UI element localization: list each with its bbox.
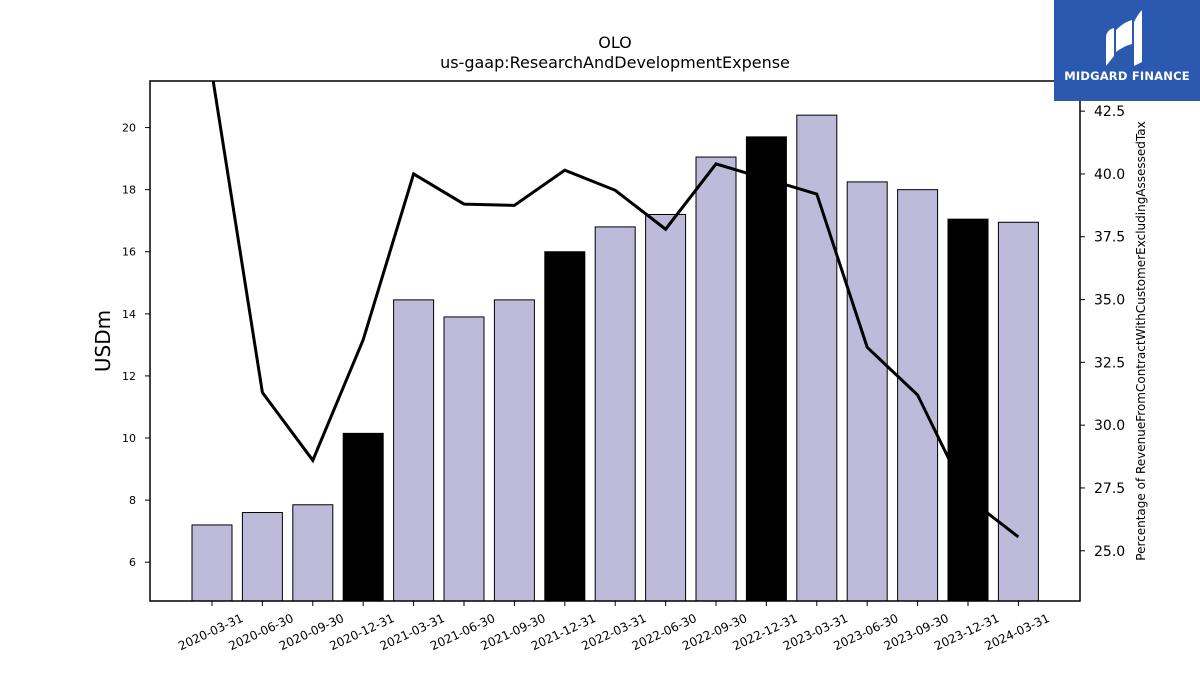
chart-title: OLO: [598, 33, 632, 52]
brand-name: MIDGARD FINANCE: [1064, 69, 1190, 83]
y2-tick-label: 25.0: [1094, 544, 1125, 560]
bar-2024-03-31: [997, 221, 1039, 602]
bar-2020-09-30: [292, 504, 334, 602]
bar-series: [191, 114, 1039, 602]
y2-tick-label: 30.0: [1094, 418, 1125, 434]
line-series: [211, 81, 1020, 539]
y-tick-label: 12: [122, 370, 136, 383]
bar-2023-06-30: [846, 181, 888, 602]
bar-2022-03-31: [594, 226, 636, 602]
y-axis-label: USDm: [91, 310, 115, 372]
bar-2021-03-31: [393, 299, 435, 602]
bar-2020-03-31: [191, 524, 233, 602]
brand-logo: MIDGARD FINANCE: [1054, 0, 1200, 101]
line-percentage-of-revenue: [211, 81, 1020, 539]
bar-2022-06-30: [645, 213, 687, 602]
y-tick-label: 6: [129, 556, 136, 569]
y2-tick-label: 35.0: [1094, 293, 1125, 309]
y-axis-left: 6 8 10 12 14 16 18 20: [122, 122, 150, 569]
y-tick-label: 14: [122, 308, 136, 321]
y2-tick-label: 37.5: [1094, 230, 1125, 246]
bar-2020-06-30: [241, 512, 283, 602]
y2-tick-label: 40.0: [1094, 167, 1125, 183]
y2-tick-label: 42.5: [1094, 104, 1125, 120]
bar-2023-12-31: [947, 218, 989, 602]
midgard-logo-icon: [1106, 10, 1142, 66]
bar-2020-12-31: [342, 432, 384, 602]
x-axis: 2020-03-312020-06-302020-09-302020-12-31…: [176, 601, 1052, 653]
bar-2021-12-31: [544, 251, 586, 602]
chart-subtitle: us-gaap:ResearchAndDevelopmentExpense: [440, 53, 790, 72]
y-tick-label: 20: [122, 122, 136, 135]
y-tick-label: 10: [122, 432, 136, 445]
bar-2022-12-31: [745, 136, 787, 602]
bar-2022-09-30: [695, 156, 737, 602]
bar-2021-09-30: [493, 299, 535, 602]
y2-axis-label: Percentage of RevenueFromContractWithCus…: [1134, 121, 1148, 560]
y-tick-label: 16: [122, 246, 136, 259]
y2-tick-label: 32.5: [1094, 355, 1125, 371]
bar-2023-03-31: [796, 114, 838, 602]
y2-tick-label: 27.5: [1094, 481, 1125, 497]
y-axis-right: 25.0 27.5 30.0 32.5 35.0 37.5 40.0 42.5: [1080, 104, 1125, 560]
bar-2021-06-30: [443, 316, 485, 602]
y-tick-label: 18: [122, 184, 136, 197]
y-tick-label: 8: [129, 494, 136, 507]
